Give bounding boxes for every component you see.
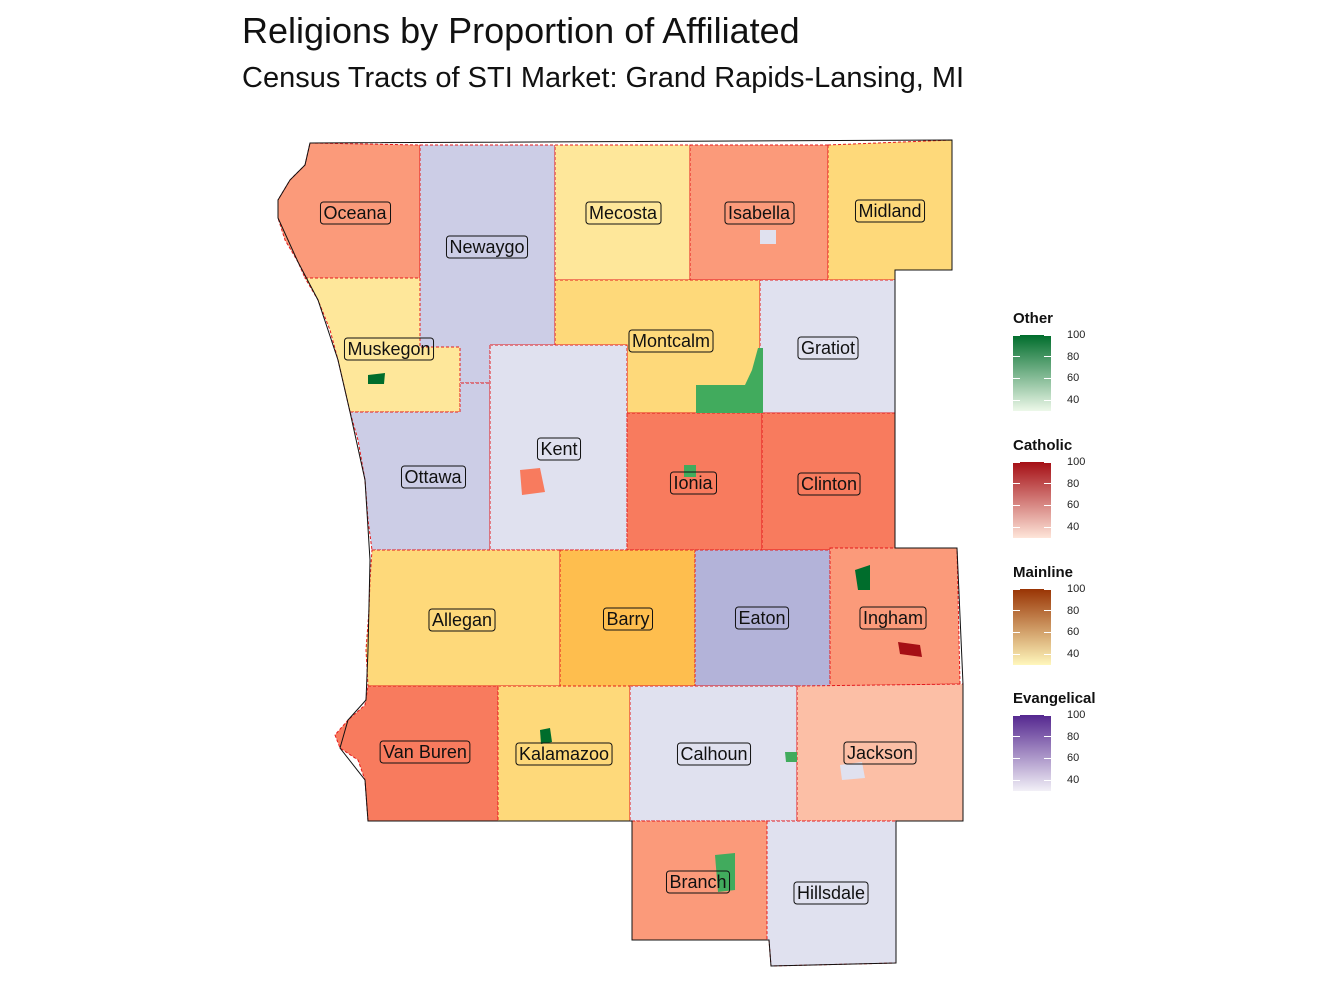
legend-tick-label: 60: [1067, 372, 1080, 385]
other-tracts-kalamazoo: [540, 728, 552, 744]
svg-text:Allegan: Allegan: [432, 610, 492, 630]
map-title: Religions by Proportion of Affiliated: [242, 10, 800, 51]
county-label-hillsdale: Hillsdale: [793, 881, 869, 905]
legend-colorbar-mainline: [1013, 589, 1051, 665]
legend-tick-label: 40: [1067, 521, 1080, 534]
legend-title-catholic: Catholic: [1013, 437, 1073, 454]
other-tracts-montcalm: [696, 348, 763, 413]
legend-tick-label: 40: [1067, 648, 1080, 661]
legend-title-other: Other: [1013, 310, 1054, 327]
legend-tick-label: 60: [1067, 752, 1080, 765]
legend-title-mainline: Mainline: [1013, 564, 1074, 581]
county-label-kalamazoo: Kalamazoo: [515, 742, 613, 766]
svg-text:Kalamazoo: Kalamazoo: [519, 744, 609, 764]
legend-tick-label: 80: [1067, 604, 1080, 617]
county-label-ionia: Ionia: [669, 471, 717, 495]
legend-tick-label: 100: [1067, 456, 1086, 468]
legend-other: Other 100 80 60 40: [1013, 310, 1085, 411]
county-label-branch: Branch: [665, 870, 731, 894]
county-label-oceana: Oceana: [319, 201, 392, 225]
svg-text:Branch: Branch: [669, 872, 726, 892]
county-label-van-buren: Van Buren: [379, 740, 471, 764]
svg-text:Muskegon: Muskegon: [347, 339, 430, 359]
svg-text:Eaton: Eaton: [738, 608, 785, 628]
legend-mainline: Mainline 100 80 60 40: [1013, 564, 1085, 665]
catholic-tracts-kent: [520, 468, 545, 495]
county-muskegon: [304, 277, 461, 413]
market-boundary: [277, 139, 964, 967]
county-jackson: [796, 683, 964, 822]
county-label-clinton: Clinton: [797, 472, 861, 496]
map-subtitle: Census Tracts of STI Market: Grand Rapid…: [242, 62, 965, 94]
other-tracts-ionia: [684, 465, 696, 477]
svg-text:Gratiot: Gratiot: [801, 338, 855, 358]
svg-text:Montcalm: Montcalm: [632, 331, 710, 351]
legend-tick-label: 100: [1067, 709, 1086, 721]
svg-text:Ingham: Ingham: [863, 608, 923, 628]
county-label-ingham: Ingham: [859, 606, 927, 630]
svg-text:Midland: Midland: [858, 201, 921, 221]
county-label-kent: Kent: [536, 437, 582, 461]
county-label-barry: Barry: [602, 607, 654, 631]
svg-text:Barry: Barry: [606, 609, 649, 629]
other-tracts-ingham: [855, 565, 870, 590]
county-label-calhoun: Calhoun: [676, 742, 752, 766]
county-label-muskegon: Muskegon: [343, 337, 435, 361]
mixed-tracts-jackson: [840, 762, 865, 780]
legend-tick-label: 80: [1067, 350, 1080, 363]
mixed-tracts-isabella: [760, 230, 776, 244]
legend-tick-label: 80: [1067, 477, 1080, 490]
svg-text:Kent: Kent: [540, 439, 577, 459]
svg-text:Isabella: Isabella: [728, 203, 791, 223]
legend-evangelical: Evangelical 100 80 60 40: [1013, 690, 1096, 791]
legend-tick-label: 40: [1067, 774, 1080, 787]
svg-text:Oceana: Oceana: [323, 203, 387, 223]
svg-text:Hillsdale: Hillsdale: [797, 883, 865, 903]
other-tracts-muskegon: [368, 373, 385, 384]
svg-text:Newaygo: Newaygo: [449, 237, 524, 257]
county-label-isabella: Isabella: [724, 201, 795, 225]
svg-text:Calhoun: Calhoun: [680, 744, 747, 764]
county-label-mecosta: Mecosta: [585, 201, 662, 225]
county-branch: [631, 820, 768, 941]
svg-text:Jackson: Jackson: [847, 743, 913, 763]
county-label-midland: Midland: [854, 199, 926, 223]
county-label-eaton: Eaton: [734, 606, 790, 630]
svg-text:Mecosta: Mecosta: [589, 203, 658, 223]
county-label-newaygo: Newaygo: [445, 235, 529, 259]
legend-colorbar-other: [1013, 335, 1051, 411]
legend-tick-label: 80: [1067, 730, 1080, 743]
svg-text:Ottawa: Ottawa: [404, 467, 462, 487]
legend-catholic: Catholic 100 80 60 40: [1013, 437, 1085, 538]
county-label-montcalm: Montcalm: [628, 329, 714, 353]
legend-colorbar-catholic: [1013, 462, 1051, 538]
legend-tick-label: 40: [1067, 394, 1080, 407]
county-label-jackson: Jackson: [843, 741, 917, 765]
legend-tick-label: 60: [1067, 626, 1080, 639]
catholic-tracts-ingham: [898, 642, 922, 657]
legend-tick-label: 100: [1067, 583, 1086, 595]
county-label-allegan: Allegan: [428, 608, 496, 632]
legend-tick-label: 100: [1067, 329, 1086, 341]
legend-colorbar-evangelical: [1013, 715, 1051, 791]
svg-text:Clinton: Clinton: [801, 474, 857, 494]
county-label-gratiot: Gratiot: [797, 336, 859, 360]
svg-text:Ionia: Ionia: [673, 473, 713, 493]
other-tracts-calhoun: [785, 752, 797, 762]
legend-title-evangelical: Evangelical: [1013, 690, 1096, 707]
legend-tick-label: 60: [1067, 499, 1080, 512]
svg-text:Van Buren: Van Buren: [383, 742, 467, 762]
county-label-ottawa: Ottawa: [400, 465, 466, 489]
